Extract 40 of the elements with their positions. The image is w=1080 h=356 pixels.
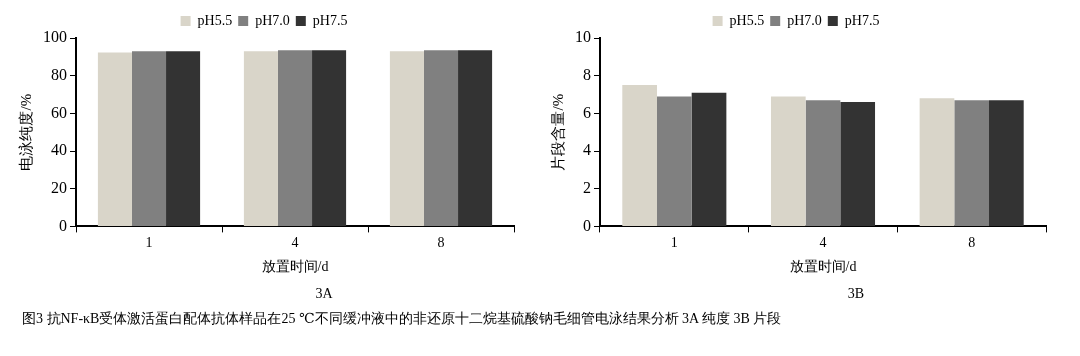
y-tick-label: 80 bbox=[51, 65, 67, 83]
legend-label: pH7.0 bbox=[787, 12, 822, 28]
legend-label: pH7.5 bbox=[312, 12, 348, 28]
legend-label: pH5.5 bbox=[729, 12, 765, 28]
bar bbox=[805, 100, 841, 226]
y-tick-label: 100 bbox=[43, 28, 67, 46]
bar bbox=[770, 96, 806, 226]
text: 3A bbox=[314, 286, 333, 302]
bar bbox=[954, 100, 990, 226]
bar bbox=[919, 98, 955, 226]
caption: 图3 抗NF-κB受体激活蛋白配体抗体样品在25 ℃不同缓冲液中的非还原十二烷基硫酸钠毛细管电泳结果分析 3A 纯度 3B 片段 bbox=[21, 310, 783, 328]
y-tick-label: 0 bbox=[583, 216, 591, 234]
bar bbox=[989, 100, 1024, 226]
text: 3B bbox=[846, 286, 865, 302]
y-tick-label: 60 bbox=[51, 103, 67, 121]
y-tick-label: 8 bbox=[583, 65, 591, 83]
x-axis-title: 放置时间/d bbox=[261, 259, 329, 275]
bar bbox=[840, 102, 876, 226]
y-tick-label: 40 bbox=[51, 141, 67, 159]
y-tick-label: 6 bbox=[583, 103, 591, 121]
x-axis-title: 放置时间/d bbox=[789, 259, 857, 275]
x-tick-label: 4 bbox=[819, 235, 827, 251]
bar bbox=[691, 92, 727, 226]
y-axis-title: 片段含量/% bbox=[549, 93, 566, 171]
y-tick-label: 0 bbox=[59, 216, 67, 234]
x-tick-label: 8 bbox=[968, 235, 976, 251]
y-tick-label: 10 bbox=[575, 28, 591, 46]
legend-label: pH7.5 bbox=[844, 12, 880, 28]
bar bbox=[656, 96, 692, 226]
x-tick-label: 4 bbox=[291, 235, 299, 251]
y-axis-title: 电泳纯度/% bbox=[17, 93, 34, 171]
x-tick-label: 8 bbox=[437, 235, 445, 251]
legend-label: pH5.5 bbox=[197, 12, 233, 28]
bar bbox=[622, 85, 657, 226]
y-tick-label: 4 bbox=[583, 141, 591, 159]
legend-label: pH7.0 bbox=[255, 12, 290, 28]
x-tick-label: 1 bbox=[145, 235, 153, 251]
x-tick-label: 1 bbox=[670, 235, 678, 251]
y-tick-label: 2 bbox=[583, 178, 591, 196]
y-tick-label: 20 bbox=[51, 178, 67, 196]
